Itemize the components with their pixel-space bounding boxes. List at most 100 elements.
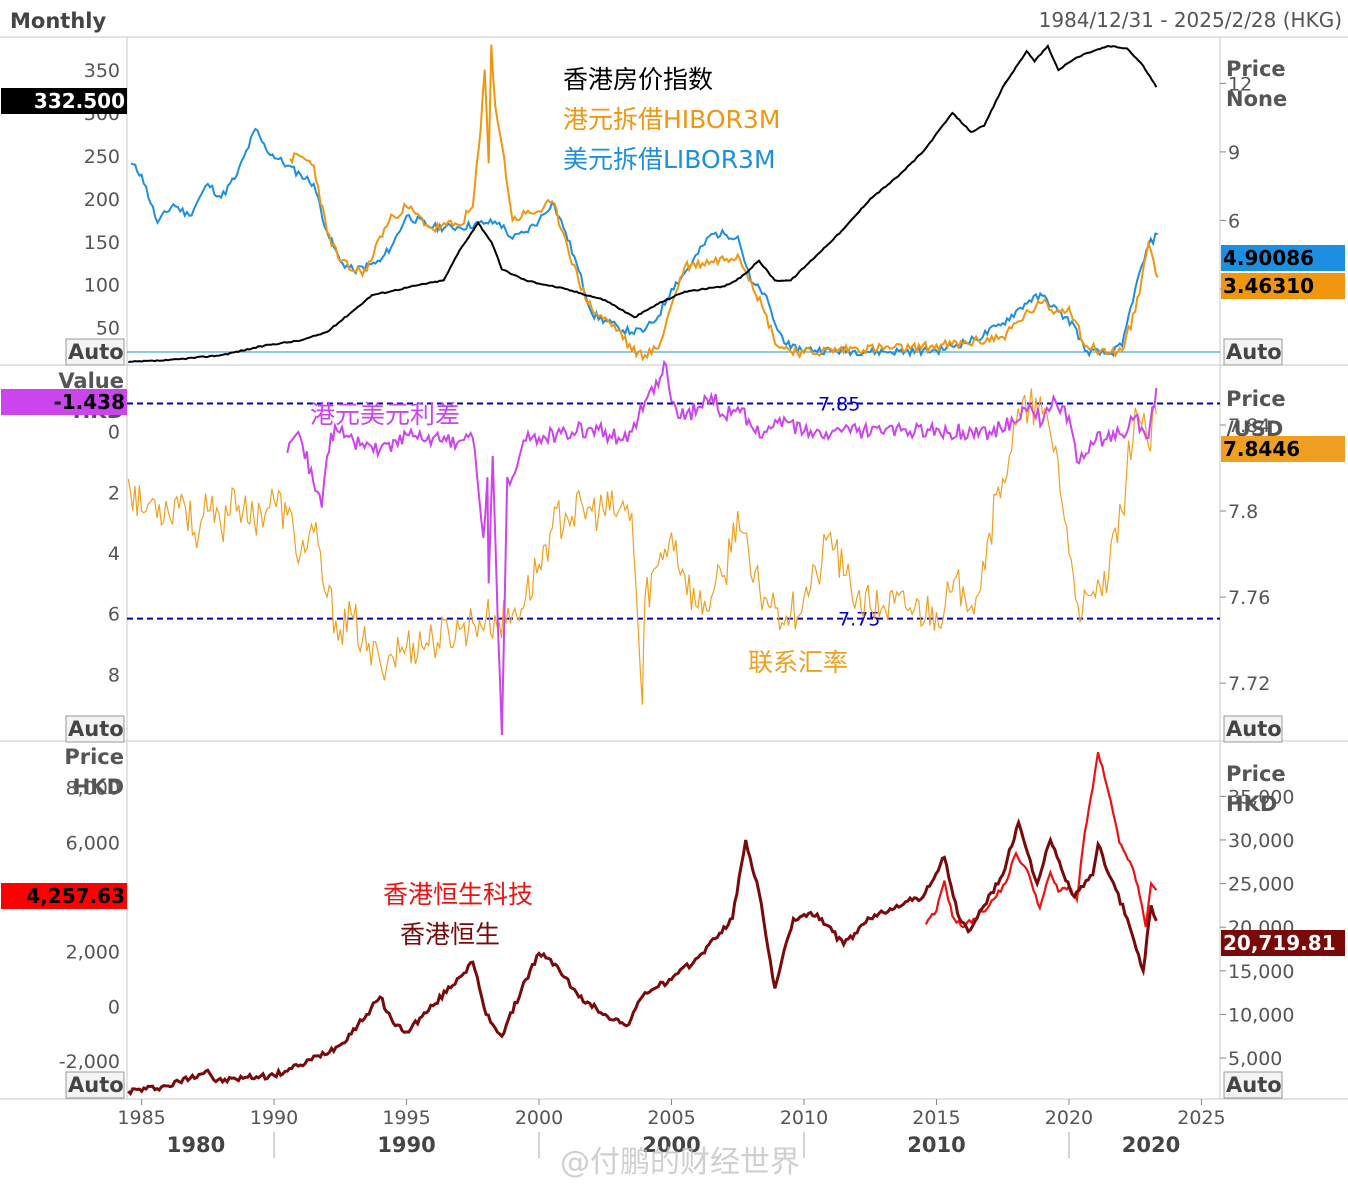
p3-right-tick: 10,000 (1228, 1004, 1294, 1026)
x-tick-1990: 1990 (250, 1107, 298, 1129)
p3-left-unit-1: Price (64, 745, 124, 769)
series-hkd-peg (127, 388, 1157, 705)
series-hkd-usd-spread (286, 359, 1158, 736)
p2-left-tick: 0 (108, 422, 120, 444)
panel-spread-and-peg: 024687.727.767.87.84ValueHKDPrice/USD7.8… (1, 359, 1345, 743)
series-hang-seng (127, 817, 1158, 1097)
panel-hang-seng: -2,00002,0004,0006,0008,0005,00010,00015… (1, 745, 1345, 1099)
house-value: 332.500 (34, 89, 125, 113)
hsi-badge (1221, 930, 1345, 956)
x-tick-2005: 2005 (647, 1107, 695, 1129)
p1-right-tick: 12 (1228, 73, 1252, 95)
p2-right-tick: 7.72 (1228, 673, 1270, 695)
p2-legend-1: 联系汇率 (748, 648, 848, 677)
p3-auto-right[interactable] (1223, 1071, 1283, 1099)
house-badge (1, 88, 127, 114)
p1-legend-1: 港元拆借HIBOR3M (563, 105, 780, 134)
p3-left-tick: 0 (108, 996, 120, 1018)
p2-auto-left-label: Auto (68, 717, 124, 741)
p2-auto-left[interactable] (65, 715, 125, 743)
p1-left-tick: 200 (84, 189, 120, 211)
p1-left-tick: 50 (96, 318, 120, 340)
p3-legend-0: 香港恒生科技 (383, 880, 533, 909)
x-tick-2025: 2025 (1177, 1107, 1225, 1129)
peg-reference-label-0: 7.85 (818, 393, 860, 415)
spread-value: -1.438 (53, 390, 125, 414)
p2-left-tick: 6 (108, 604, 120, 626)
frequency-label: Monthly (10, 9, 106, 33)
p1-left-tick: 150 (84, 232, 120, 254)
p3-right-tick: 25,000 (1228, 874, 1294, 896)
p1-left-tick: 100 (84, 275, 120, 297)
series-house-price (128, 44, 1158, 363)
p2-auto-right[interactable] (1223, 715, 1283, 743)
series-libor3m (130, 127, 1158, 358)
libor-value: 4.90086 (1223, 246, 1314, 270)
p3-left-unit-2: HKD (73, 775, 124, 799)
p3-right-tick: 30,000 (1228, 830, 1294, 852)
p1-legend-0: 香港房价指数 (563, 65, 713, 94)
p3-right-unit-2: HKD (1226, 792, 1277, 816)
p2-auto-right-label: Auto (1226, 717, 1282, 741)
hstech-badge (1, 883, 127, 909)
peg-reference-label-1: 7.75 (838, 609, 880, 631)
p1-left-tick: 350 (84, 60, 120, 82)
x-tick-2020: 2020 (1045, 1107, 1093, 1129)
x-decade-1980: 1980 (167, 1133, 225, 1157)
x-tick-1985: 1985 (117, 1107, 165, 1129)
p1-auto-left-label: Auto (68, 340, 124, 364)
p3-legend-1: 香港恒生 (400, 920, 500, 949)
p2-left-tick: 2 (108, 482, 120, 504)
p3-right-unit-1: Price (1226, 762, 1286, 786)
p3-left-tick: 2,000 (66, 942, 120, 964)
x-decade-2020: 2020 (1122, 1133, 1180, 1157)
x-tick-2000: 2000 (515, 1107, 563, 1129)
panel-rates-and-housing: 5010015020025030035036912PriceNone香港房价指数… (1, 44, 1345, 366)
p3-right-tick: 35,000 (1228, 786, 1294, 808)
peg-badge (1221, 436, 1345, 462)
p1-auto-left[interactable] (65, 338, 125, 366)
panel-frames (0, 36, 1348, 1100)
p1-auto-right[interactable] (1223, 338, 1283, 366)
x-tick-1995: 1995 (382, 1107, 430, 1129)
peg-value: 7.8446 (1223, 437, 1300, 461)
p3-right-tick: 5,000 (1228, 1048, 1282, 1070)
p3-auto-right-label: Auto (1226, 1073, 1282, 1097)
watermark: @付鹏的财经世界 (560, 1145, 800, 1180)
hsi-value: 20,719.81 (1223, 931, 1336, 955)
p2-right-unit-1: Price (1226, 387, 1286, 411)
p2-left-tick: 8 (108, 664, 120, 686)
p1-left-tick: 250 (84, 146, 120, 168)
p2-right-tick: 7.76 (1228, 587, 1270, 609)
x-tick-2015: 2015 (912, 1107, 960, 1129)
x-decade-1990: 1990 (377, 1133, 435, 1157)
p3-left-tick: -2,000 (59, 1051, 120, 1073)
x-decade-2010: 2010 (907, 1133, 965, 1157)
p3-left-tick: 8,000 (66, 778, 120, 800)
p3-auto-left[interactable] (65, 1071, 125, 1099)
x-tick-2010: 2010 (780, 1107, 828, 1129)
p1-right-unit-1: Price (1226, 57, 1286, 81)
x-axis: 1985 1990 1995 2000 2005 2010 2015 2020 2025 1980… (117, 1099, 1226, 1158)
p1-right-tick: 6 (1228, 210, 1240, 232)
p1-right-unit-2: None (1226, 87, 1287, 111)
p1-right-tick: 9 (1228, 142, 1240, 164)
series-hang-seng-tech (924, 751, 1158, 929)
hibor-badge (1221, 273, 1345, 299)
p3-auto-left-label: Auto (68, 1073, 124, 1097)
date-range-label: 1984/12/31 - 2025/2/28 (HKG) (1039, 8, 1342, 32)
p2-right-tick: 7.84 (1228, 415, 1270, 437)
p1-auto-right-label: Auto (1226, 340, 1282, 364)
p2-legend-0: 港元美元利差 (310, 400, 460, 429)
p2-left-tick: 4 (108, 543, 120, 565)
spread-badge (1, 389, 127, 415)
p2-right-tick: 7.8 (1228, 501, 1258, 523)
libor-badge (1221, 245, 1345, 271)
p1-legend-2: 美元拆借LIBOR3M (563, 145, 776, 174)
hibor-value: 3.46310 (1223, 274, 1314, 298)
series-hibor3m (289, 44, 1159, 362)
x-decade-2000: 2000 (642, 1133, 700, 1157)
p3-left-tick: 6,000 (66, 832, 120, 854)
